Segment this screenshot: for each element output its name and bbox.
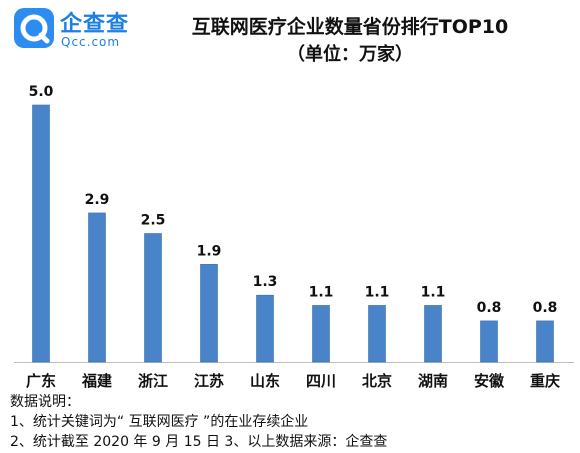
bar-1 [88, 212, 106, 363]
data-notes: 数据说明： 1、统计关键词为“ 互联网医疗 ”的在业存续企业 2、统计截至 20… [10, 392, 575, 452]
notes-heading: 数据说明： [10, 394, 80, 410]
category-label-2: 浙江 [138, 372, 168, 390]
category-label-0: 广东 [26, 372, 56, 390]
notes-line-2: 2、统计截至 2020 年 9 月 15 日 3、以上数据来源：企查查 [10, 434, 388, 450]
bar-6 [368, 305, 386, 363]
category-label-1: 福建 [81, 372, 113, 390]
value-label-3: 1.9 [197, 243, 222, 259]
category-label-4: 山东 [250, 372, 280, 390]
bar-5 [312, 305, 330, 363]
category-label-7: 湖南 [418, 372, 448, 390]
notes-line-1: 1、统计关键词为“ 互联网医疗 ”的在业存续企业 [10, 414, 309, 430]
brand-domain: Qcc.com [61, 35, 121, 49]
category-label-6: 北京 [362, 372, 392, 390]
qcc-logo-icon [14, 8, 54, 48]
value-label-8: 0.8 [477, 300, 502, 316]
value-label-7: 1.1 [421, 284, 446, 300]
value-label-9: 0.8 [533, 300, 558, 316]
chart-subtitle: （单位：万家） [287, 44, 413, 65]
value-label-4: 1.3 [253, 274, 278, 290]
value-label-0: 5.0 [29, 84, 54, 100]
bar-3 [200, 264, 218, 363]
category-label-3: 江苏 [194, 372, 224, 390]
bar-9 [536, 320, 554, 363]
bar-4 [256, 294, 274, 363]
bar-7 [424, 305, 442, 363]
brand-name: 企查查 [60, 12, 130, 37]
bar-2 [144, 233, 162, 363]
bar-0 [32, 104, 50, 363]
qcc-logo: 企查查 Qcc.com [14, 6, 139, 54]
value-label-2: 2.5 [141, 213, 166, 229]
value-label-5: 1.1 [309, 284, 334, 300]
value-label-6: 1.1 [365, 284, 390, 300]
category-label-8: 安徽 [474, 372, 505, 390]
category-label-5: 四川 [306, 372, 336, 390]
category-label-9: 重庆 [530, 372, 560, 390]
chart-title: 互联网医疗企业数量省份排行TOP10 [191, 16, 509, 38]
value-label-1: 2.9 [85, 192, 110, 208]
bar-8 [480, 320, 498, 363]
